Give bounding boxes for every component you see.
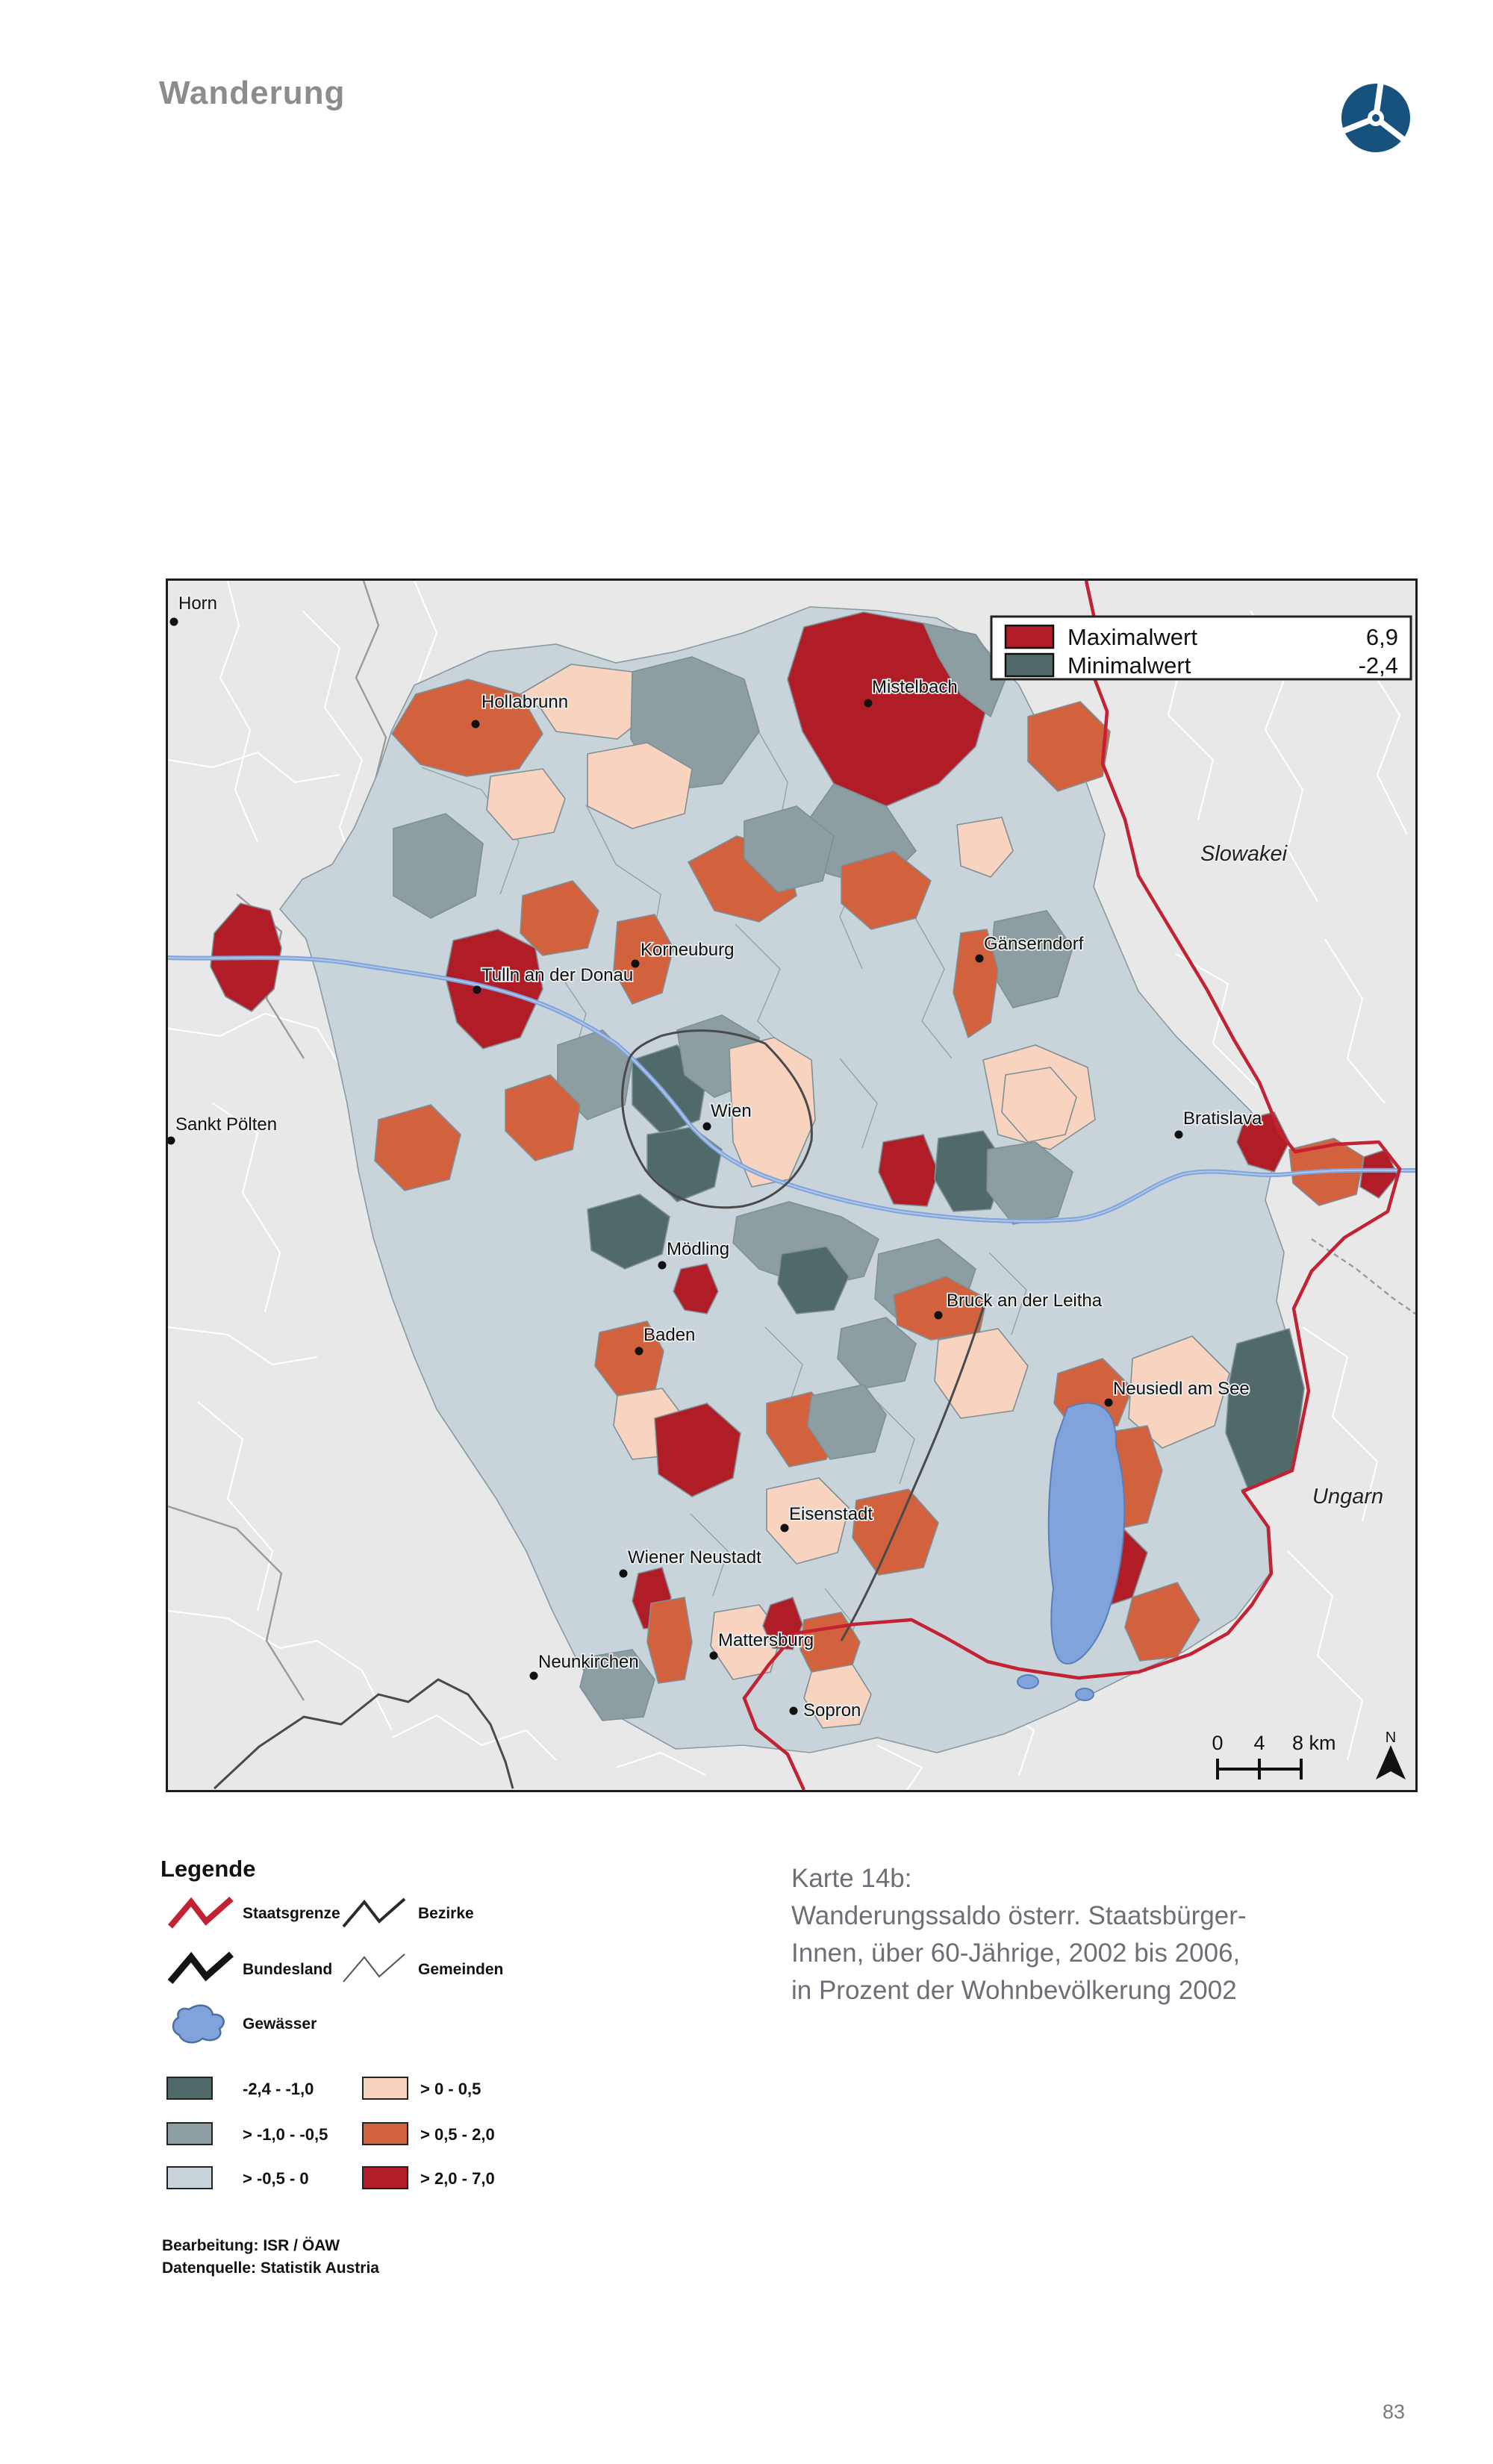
city-dot [709,1651,718,1660]
page-number: 83 [1383,2401,1406,2423]
oeaw-logo-icon [1338,79,1413,157]
caption-line-4: in Prozent der Wohnbevölkerung 2002 [791,1976,1237,2005]
class-label-4: > 0 - 0,5 [420,2080,481,2098]
city-label: Tulln an der Donau [481,965,633,985]
city-dot [619,1569,628,1578]
map-caption: Karte 14b: Wanderungssaldo österr. Staat… [791,1860,1247,2009]
class-label-2: > -1,0 - -0,5 [243,2125,328,2144]
city-label: Hollabrunn [481,692,568,712]
city-label: Wiener Neustadt [628,1547,761,1568]
maxmin-legend-box: Maximalwert 6,9 Minimalwert -2,4 [990,615,1412,681]
logo-graphic [1341,81,1410,152]
city-dot [631,959,640,968]
city-dot [789,1706,798,1715]
city-label: Gänserndorf [984,934,1084,954]
city-dot [658,1261,667,1270]
city-label: Neunkirchen [538,1652,639,1672]
staatsgrenze-line-icon [167,1897,234,1929]
city-label: Korneuburg [640,940,734,960]
city-dot [1104,1398,1113,1407]
max-swatch [1004,624,1055,649]
legend-label-bezirke: Bezirke [418,1905,474,1922]
city-label: Mattersburg [718,1630,814,1650]
credits: Bearbeitung: ISR / ÖAW Datenquelle: Stat… [162,2235,379,2280]
cities-layer: Horn Hollabrunn Mistelbach Korneuburg Tulln … [168,592,1385,1722]
scale-bar: 0 4 8 km [1212,1732,1336,1780]
city-dot [780,1523,789,1532]
class-swatch-light [166,2166,213,2189]
city-dot [529,1671,538,1680]
map: Maximalwert 6,9 Minimalwert -2,4 0 4 8 k… [166,578,1418,1792]
city-label: Mistelbach [872,677,958,697]
country-label: Ungarn [1312,1485,1383,1509]
scale-tick-8km: 8 km [1292,1732,1336,1754]
class-swatch-medium [166,2122,213,2145]
class-swatch-orange [362,2122,408,2145]
max-label: Maximalwert [1067,624,1197,650]
city-label: Neusiedl am See [1113,1379,1250,1399]
city-label: Bratislava [1183,1108,1262,1129]
country-label: Slowakei [1200,842,1288,866]
city-dot [975,954,984,963]
class-swatch-pink [362,2077,408,2100]
city-dot [169,617,178,626]
min-value: -2,4 [1359,652,1398,679]
danube-river [168,955,1415,1223]
city-label: Eisenstadt [789,1504,873,1524]
north-label: N [1386,1730,1396,1746]
city-dot [635,1347,643,1356]
legend-label-gemeinden: Gemeinden [418,1961,504,1978]
credits-line-2: Datenquelle: Statistik Austria [162,2259,379,2277]
city-dot [1174,1130,1183,1139]
min-label: Minimalwert [1067,652,1191,679]
gemeinden-line-icon [343,1953,405,1983]
city-label: Horn [178,593,217,614]
city-label: Bruck an der Leitha [947,1291,1103,1311]
caption-line-3: Innen, über 60-Jährige, 2002 bis 2006, [791,1939,1241,1968]
city-label: Wien [711,1101,752,1121]
north-arrow-icon: N [1376,1730,1406,1780]
city-dot [473,985,481,994]
city-dot [168,1136,175,1145]
choropleth-patches [210,611,1398,1729]
city-dot [702,1122,711,1131]
class-label-3: > -0,5 - 0 [243,2169,309,2188]
city-dot [471,720,480,729]
gewaesser-icon [172,2004,225,2044]
map-canvas: Maximalwert 6,9 Minimalwert -2,4 0 4 8 k… [168,581,1415,1790]
scale-tick-4: 4 [1253,1732,1265,1754]
class-label-6: > 2,0 - 7,0 [420,2169,495,2188]
city-label: Sankt Pölten [175,1114,277,1135]
legend-label-gewaesser: Gewässer [243,2015,317,2033]
neusiedler-see-lake [1017,1402,1126,1701]
legend-heading: Legende [160,1856,256,1882]
bundesland-border-lines [213,1029,989,1790]
bundesland-line-icon [167,1951,234,1984]
page-title: Wanderung [159,75,346,111]
city-dot [934,1311,943,1320]
caption-line-2: Wanderungssaldo österr. Staatsbürger- [791,1901,1247,1930]
city-label: Sopron [803,1700,861,1721]
class-label-1: -2,4 - -1,0 [243,2080,314,2098]
bezirke-line-icon [342,1897,406,1928]
class-swatch-red [362,2166,408,2189]
city-dot [864,699,873,708]
scale-tick-0: 0 [1212,1732,1223,1754]
class-label-5: > 0,5 - 2,0 [420,2125,495,2144]
state-border-line [742,581,1402,1790]
outside-municipality-borders [168,581,1408,1790]
caption-line-1: Karte 14b: [791,1864,912,1893]
legend-label-staatsgrenze: Staatsgrenze [243,1905,340,1922]
credits-line-1: Bearbeitung: ISR / ÖAW [162,2237,340,2254]
class-swatch-dark [166,2077,213,2100]
city-label: Mödling [667,1239,729,1259]
max-value: 6,9 [1366,624,1398,650]
min-swatch [1004,652,1055,678]
legend-label-bundesland: Bundesland [243,1961,333,1978]
city-label: Baden [643,1325,695,1345]
